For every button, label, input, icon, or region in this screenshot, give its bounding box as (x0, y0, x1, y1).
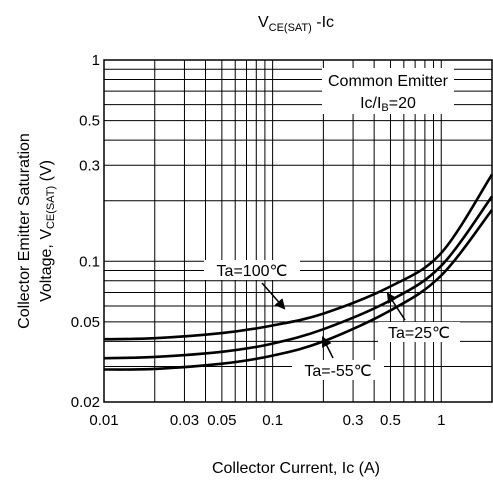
label-bg-25c (378, 322, 460, 342)
y-tick-label: 0.05 (71, 314, 100, 331)
y-tick-label: 0.1 (79, 253, 100, 270)
x-tick-label: 0.03 (170, 412, 199, 429)
y-axis-label-line2: Voltage, VCE(SAT) (V) (38, 160, 57, 302)
arrow-ta-25c (386, 292, 406, 321)
x-axis-label: Collector Current, Ic (A) (212, 460, 380, 477)
curve-ta-minus55c (103, 209, 493, 371)
x-tick-label: 0.5 (380, 412, 401, 429)
curves (103, 173, 493, 371)
x-tick-label: 1 (437, 412, 445, 429)
label-ta-25c: Ta=25℃ (388, 325, 450, 342)
arrow-ta-minus55c (322, 336, 334, 359)
arrow-ta-100c (261, 282, 286, 310)
grid (104, 60, 493, 402)
y-tick-labels: 0.02 0.05 0.1 0.3 0.5 1 (71, 52, 100, 411)
x-tick-label: 0.3 (343, 412, 364, 429)
y-axis-label: Collector Emitter Saturation Voltage, VC… (16, 133, 57, 329)
condition-line2: Ic/IB=20 (360, 95, 416, 114)
y-tick-label: 1 (92, 52, 100, 69)
condition-line1: Common Emitter (328, 73, 449, 90)
y-tick-label: 0.02 (71, 394, 100, 411)
x-tick-label: 0.01 (89, 412, 118, 429)
y-axis-label-line1: Collector Emitter Saturation (16, 133, 33, 329)
y-tick-label: 0.3 (79, 157, 100, 174)
x-tick-label: 0.05 (207, 412, 236, 429)
curve-ta-100c (103, 173, 493, 341)
label-bg-minus55c (292, 360, 384, 380)
y-tick-label: 0.5 (79, 113, 100, 130)
condition-box (322, 68, 454, 114)
x-tick-label: 0.1 (262, 412, 283, 429)
x-tick-labels: 0.01 0.03 0.05 0.1 0.3 0.5 1 (89, 412, 445, 429)
label-ta-100c: Ta=100℃ (217, 263, 288, 280)
label-bg-100c (204, 260, 300, 280)
curve-ta-25c (103, 195, 493, 360)
label-ta-minus55c: Ta=-55℃ (304, 363, 371, 380)
plot-frame (103, 59, 493, 403)
chart-title: VCE(SAT) -Ic (258, 14, 334, 34)
